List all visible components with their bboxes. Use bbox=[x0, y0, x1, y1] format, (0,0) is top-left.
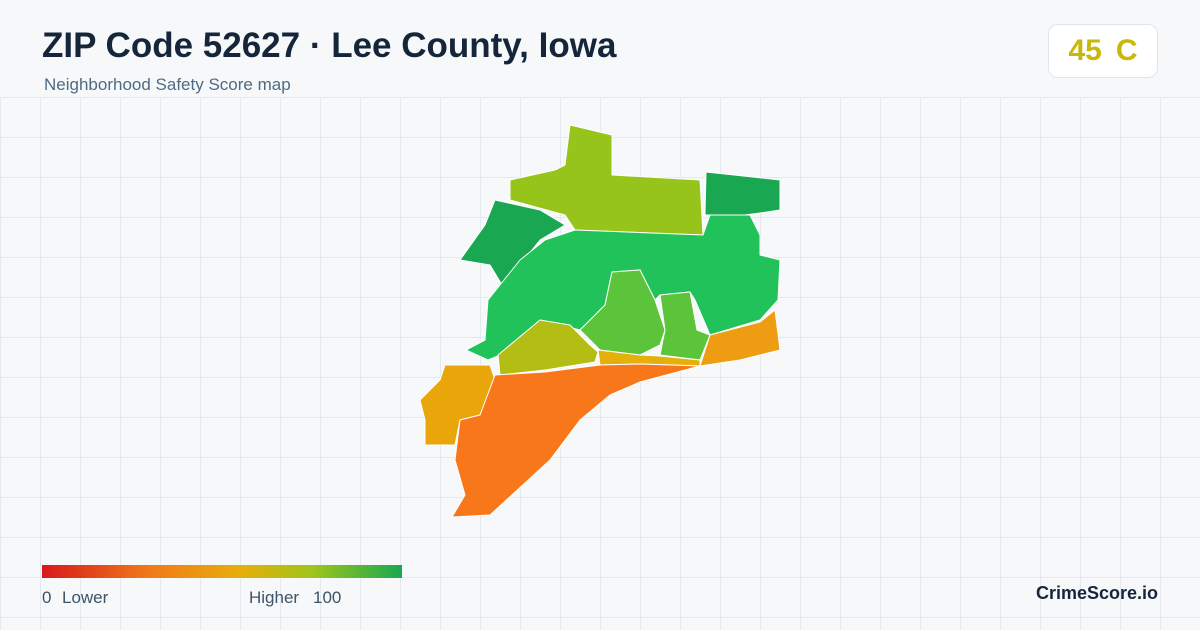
score-badge: 45 C bbox=[1048, 24, 1158, 78]
region bbox=[659, 291, 711, 361]
legend-max: 100 bbox=[313, 588, 342, 607]
legend-max-label: Higher bbox=[249, 588, 300, 607]
brand: CrimeScore.io bbox=[1035, 583, 1158, 603]
region bbox=[419, 364, 496, 446]
region bbox=[497, 319, 599, 376]
score-value: 45 bbox=[1068, 34, 1102, 67]
region bbox=[579, 269, 666, 356]
title: ZIP Code 52627 · Lee County, Iowa bbox=[42, 26, 617, 65]
region bbox=[509, 124, 704, 236]
legend-min: 0 bbox=[42, 588, 52, 607]
subtitle: Neighborhood Safety Score map bbox=[44, 75, 291, 94]
score-grade: C bbox=[1115, 34, 1138, 67]
region bbox=[704, 171, 781, 216]
region bbox=[451, 363, 701, 518]
legend-gradient bbox=[42, 565, 402, 578]
legend-min-label: Lower bbox=[62, 588, 109, 607]
